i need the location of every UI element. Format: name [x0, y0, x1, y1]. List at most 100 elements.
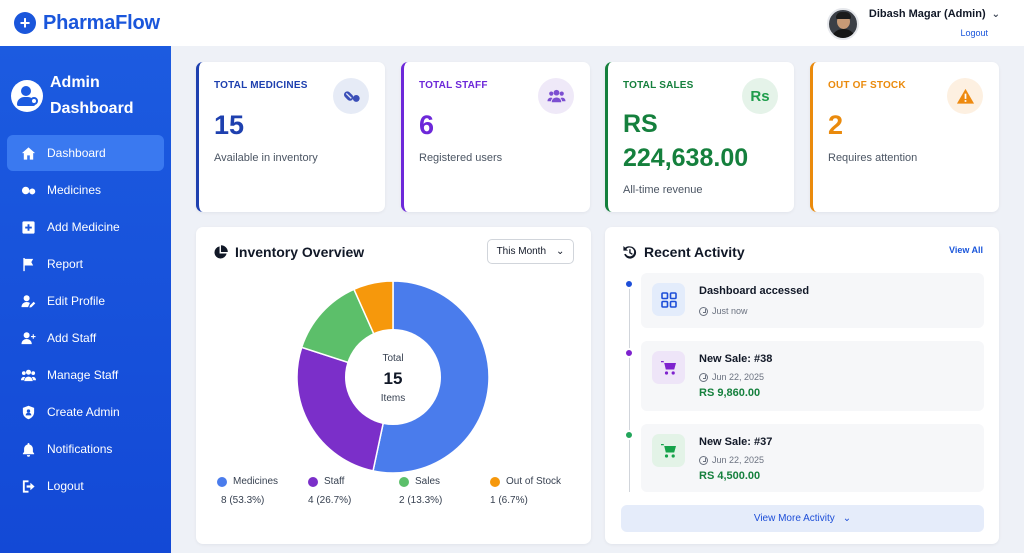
period-select[interactable]: This Month ⌄	[487, 239, 574, 264]
legend-item-sales[interactable]: Sales 2 (13.3%)	[399, 476, 499, 506]
activity-amount: RS 9,860.00	[699, 387, 761, 399]
user-plus-icon	[19, 329, 37, 347]
stat-subtitle: Registered users	[419, 152, 503, 164]
legend-value: 2 (13.3%)	[399, 495, 443, 506]
legend-value: 8 (53.3%)	[221, 495, 265, 506]
history-icon	[623, 245, 637, 259]
activity-title: New Sale: #38	[699, 353, 773, 365]
sidebar-title: Admin Dashboard	[50, 74, 134, 117]
sidebar-item-report[interactable]: Report	[7, 246, 164, 282]
brand-name: PharmaFlow	[43, 11, 160, 34]
brand[interactable]: + PharmaFlow	[14, 12, 160, 35]
rupee-icon: Rs	[742, 78, 778, 114]
legend-label: Staff	[324, 476, 345, 487]
user-menu: Dibash Magar (Admin) ⌄ Logout	[826, 8, 1000, 41]
view-more-activity-button[interactable]: View More Activity ⌄	[621, 505, 984, 532]
stat-label: OUT OF STOCK	[828, 80, 906, 91]
timeline-line	[629, 284, 630, 492]
avatar[interactable]	[826, 8, 859, 40]
view-all-link[interactable]: View All	[948, 245, 983, 255]
legend-value: 1 (6.7%)	[490, 495, 528, 506]
activity-time: Jun 22, 2025	[699, 372, 764, 382]
clock-icon	[699, 306, 708, 316]
legend-label: Sales	[415, 476, 441, 487]
legend-swatch	[217, 476, 227, 487]
legend-item-staff[interactable]: Staff 4 (26.7%)	[308, 476, 408, 506]
stat-subtitle: Requires attention	[828, 152, 918, 164]
legend-label: Medicines	[233, 476, 279, 487]
sidebar-item-medicines[interactable]: Medicines	[7, 172, 164, 208]
sidebar-nav: Dashboard Medicines Add Medicine Report …	[0, 135, 171, 504]
home-icon	[19, 144, 37, 162]
sidebar: Admin Dashboard Dashboard Medicines Add …	[0, 46, 171, 553]
stat-value: 6	[419, 110, 435, 140]
activity-item[interactable]: Dashboard accessed Just now	[641, 273, 984, 328]
timeline-dot	[624, 348, 634, 358]
sidebar-item-edit-profile[interactable]: Edit Profile	[7, 283, 164, 319]
stat-value: 2	[828, 110, 844, 140]
donut-center-value: 15	[384, 369, 403, 388]
stat-label: TOTAL STAFF	[419, 80, 488, 91]
stat-value: RS 224,638.00	[623, 107, 748, 175]
sidebar-item-create-admin[interactable]: Create Admin	[7, 394, 164, 430]
sidebar-item-logout[interactable]: Logout	[7, 468, 164, 504]
sidebar-item-manage-staff[interactable]: Manage Staff	[7, 357, 164, 393]
chevron-down-icon: ⌄	[842, 513, 852, 524]
stat-label: TOTAL SALES	[623, 80, 694, 91]
chart-legend: Medicines 8 (53.3%) Staff 4 (26.7%) Sales 2 (…	[196, 476, 591, 516]
panel-title: Recent Activity	[622, 244, 745, 260]
legend-value: 4 (26.7%)	[308, 495, 352, 506]
sign-out-icon	[19, 477, 37, 495]
dashboard-grid-icon	[652, 283, 685, 316]
activity-title: Dashboard accessed	[699, 285, 810, 297]
chevron-down-icon: ⌄	[556, 246, 565, 257]
users-icon	[538, 78, 574, 114]
admin-user-icon	[11, 80, 43, 112]
shield-icon	[19, 403, 37, 421]
pills-icon	[333, 78, 369, 114]
legend-label: Out of Stock	[506, 476, 562, 487]
pills-icon	[19, 181, 37, 199]
top-bar: + PharmaFlow Dibash Magar (Admin) ⌄ Logo…	[0, 0, 1024, 46]
user-name: Dibash Magar (Admin)	[868, 8, 986, 20]
donut-center-label: Total	[382, 353, 403, 364]
flag-icon	[19, 255, 37, 273]
sidebar-item-notifications[interactable]: Notifications	[7, 431, 164, 467]
stat-subtitle: All-time revenue	[623, 184, 703, 196]
clock-icon	[699, 372, 708, 382]
cart-icon	[652, 351, 685, 384]
legend-swatch	[399, 476, 409, 487]
user-menu-toggle[interactable]: Dibash Magar (Admin) ⌄	[869, 8, 1000, 20]
activity-item[interactable]: New Sale: #37 Jun 22, 2025 RS 4,500.00	[641, 424, 984, 492]
stat-card-total-medicines: TOTAL MEDICINES 15 Available in inventor…	[196, 62, 385, 212]
stat-amount: 224,638.00	[623, 144, 749, 172]
sidebar-item-add-medicine[interactable]: Add Medicine	[7, 209, 164, 245]
donut-center-unit: Items	[381, 393, 405, 404]
inventory-overview-panel: Inventory Overview This Month ⌄ Total 15…	[196, 227, 591, 544]
sidebar-item-dashboard[interactable]: Dashboard	[7, 135, 164, 171]
sidebar-item-add-staff[interactable]: Add Staff	[7, 320, 164, 356]
stat-label: TOTAL MEDICINES	[214, 80, 308, 91]
legend-item-out-of-stock[interactable]: Out of Stock 1 (6.7%)	[490, 476, 590, 506]
cart-icon	[652, 434, 685, 467]
inventory-donut-chart: Total 15 Items	[296, 280, 490, 474]
period-select-value: This Month	[496, 246, 547, 257]
timeline-dot	[624, 430, 634, 440]
stat-subtitle: Available in inventory	[214, 152, 318, 164]
users-icon	[19, 366, 37, 384]
chevron-down-icon: ⌄	[991, 8, 1000, 20]
legend-swatch	[490, 476, 500, 487]
legend-item-medicines[interactable]: Medicines 8 (53.3%)	[217, 476, 317, 506]
activity-amount: RS 4,500.00	[699, 470, 761, 482]
header-logout-link[interactable]: Logout	[960, 28, 988, 38]
activity-time: Just now	[699, 306, 748, 316]
activity-time: Jun 22, 2025	[699, 455, 764, 465]
activity-title: New Sale: #37	[699, 436, 773, 448]
activity-item[interactable]: New Sale: #38 Jun 22, 2025 RS 9,860.00	[641, 341, 984, 411]
warning-icon	[947, 78, 983, 114]
stat-card-total-staff: TOTAL STAFF 6 Registered users	[401, 62, 590, 212]
timeline-dot	[624, 279, 634, 289]
user-edit-icon	[19, 292, 37, 310]
stat-currency: RS	[623, 110, 658, 138]
clock-icon	[699, 455, 708, 465]
